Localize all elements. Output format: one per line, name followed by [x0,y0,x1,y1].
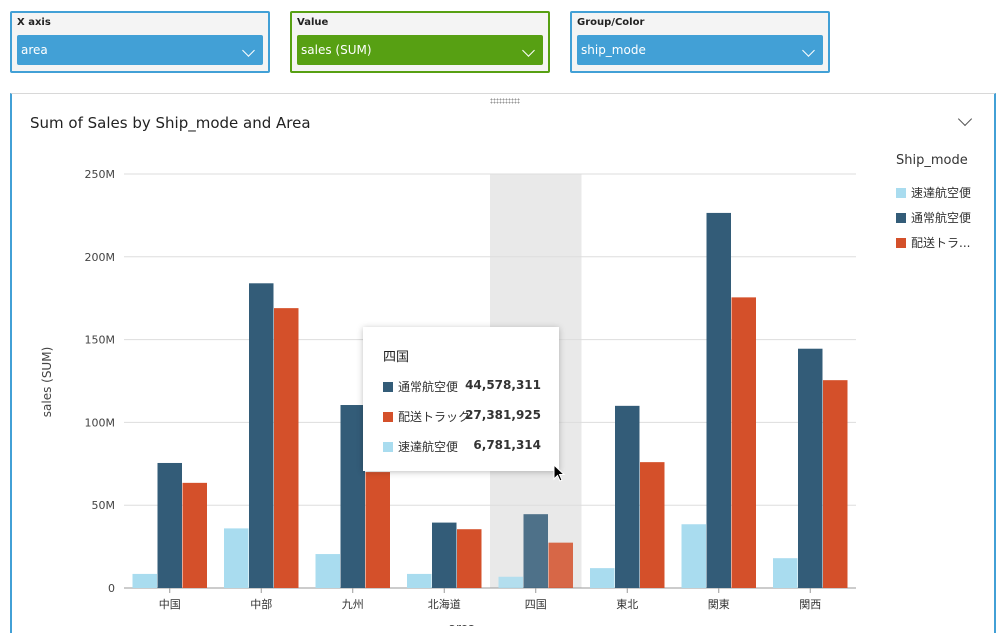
bar[interactable] [731,297,757,588]
bar[interactable] [548,542,574,588]
tooltip-value: 6,781,314 [473,438,541,452]
y-tick-label: 150M [85,334,116,347]
bar[interactable] [157,462,183,588]
bar[interactable] [706,212,732,588]
x-tick-label: 四国 [525,598,547,611]
legend-label: 速達航空便 [911,186,972,200]
legend-label: 配送トラ... [911,236,971,250]
x-axis-well-label: X axis [17,17,51,28]
bar[interactable] [274,308,299,588]
bar[interactable] [823,380,848,588]
field-wells: X axis area Value sales (SUM) Group/Colo… [0,0,1004,90]
mouse-pointer-icon [553,464,566,482]
bar[interactable] [798,348,823,588]
bar[interactable] [249,283,274,588]
x-tick-label: 関西 [799,598,821,611]
bar[interactable] [640,462,665,588]
y-axis-label: sales (SUM) [40,347,54,418]
y-tick-label: 50M [92,499,116,512]
bar[interactable] [498,576,524,588]
x-tick-label: 中国 [159,598,181,611]
tooltip-title: 四国 [383,350,410,365]
tooltip-row: 配送トラック 27,381,925 [383,408,541,424]
bar[interactable] [523,514,549,588]
tooltip-value: 44,578,311 [465,378,541,392]
x-tick-label: 東北 [616,598,638,611]
bar[interactable] [132,573,158,588]
tooltip-row: 通常航空便 44,578,311 [383,378,541,394]
bar[interactable] [340,405,366,588]
group-color-field-value: ship_mode [581,43,646,57]
x-axis-well: X axis area [10,11,270,73]
group-color-well-label: Group/Color [577,17,645,28]
drag-handle-icon[interactable] [490,98,520,104]
bar[interactable] [457,529,482,588]
x-tick-label: 北海道 [428,597,461,611]
y-tick-label: 200M [85,251,116,264]
x-axis-field-value: area [21,43,48,57]
legend: Ship_mode 速達航空便 通常航空便 配送トラ... [896,153,996,259]
legend-swatch [896,213,906,223]
x-axis-field-select[interactable]: area [17,35,263,65]
y-tick-label: 250M [85,168,116,181]
tooltip-swatch [383,382,393,392]
tooltip-value: 27,381,925 [465,408,541,422]
y-tick-label: 0 [108,582,115,595]
y-tick-label: 100M [85,416,116,429]
bar[interactable] [182,482,208,588]
x-axis-label: area [449,621,476,626]
group-color-field-select[interactable]: ship_mode [577,35,823,65]
legend-title: Ship_mode [896,153,968,168]
bar[interactable] [681,524,707,588]
tooltip-row: 速達航空便 6,781,314 [383,438,541,454]
x-tick-label: 中部 [250,597,272,611]
bar[interactable] [315,554,341,588]
bar[interactable] [615,405,640,588]
legend-item[interactable]: 速達航空便 [896,184,996,209]
chart-tooltip: 四国 通常航空便 44,578,311 配送トラック 27,381,925 速達… [363,327,559,471]
bar[interactable] [224,528,249,588]
value-well: Value sales (SUM) [290,11,550,73]
value-field-select[interactable]: sales (SUM) [297,35,543,65]
legend-swatch [896,238,906,248]
tooltip-swatch [383,412,393,422]
tooltip-series-name: 配送トラック [398,410,471,424]
bar[interactable] [365,472,391,588]
bar[interactable] [432,522,457,588]
bar[interactable] [590,568,615,588]
chart-title: Sum of Sales by Ship_mode and Area [30,114,311,132]
value-field-value: sales (SUM) [301,43,372,57]
x-tick-label: 九州 [342,598,364,611]
x-tick-label: 関東 [708,598,730,611]
bar[interactable] [407,573,432,588]
legend-label: 通常航空便 [911,211,972,225]
bar[interactable] [773,558,798,588]
tooltip-series-name: 速達航空便 [398,440,459,454]
legend-swatch [896,188,906,198]
group-color-well: Group/Color ship_mode [570,11,830,73]
tooltip-swatch [383,442,393,452]
tooltip-series-name: 通常航空便 [398,380,459,394]
legend-item[interactable]: 通常航空便 [896,209,996,234]
value-well-label: Value [297,17,329,28]
legend-item[interactable]: 配送トラ... [896,234,996,259]
